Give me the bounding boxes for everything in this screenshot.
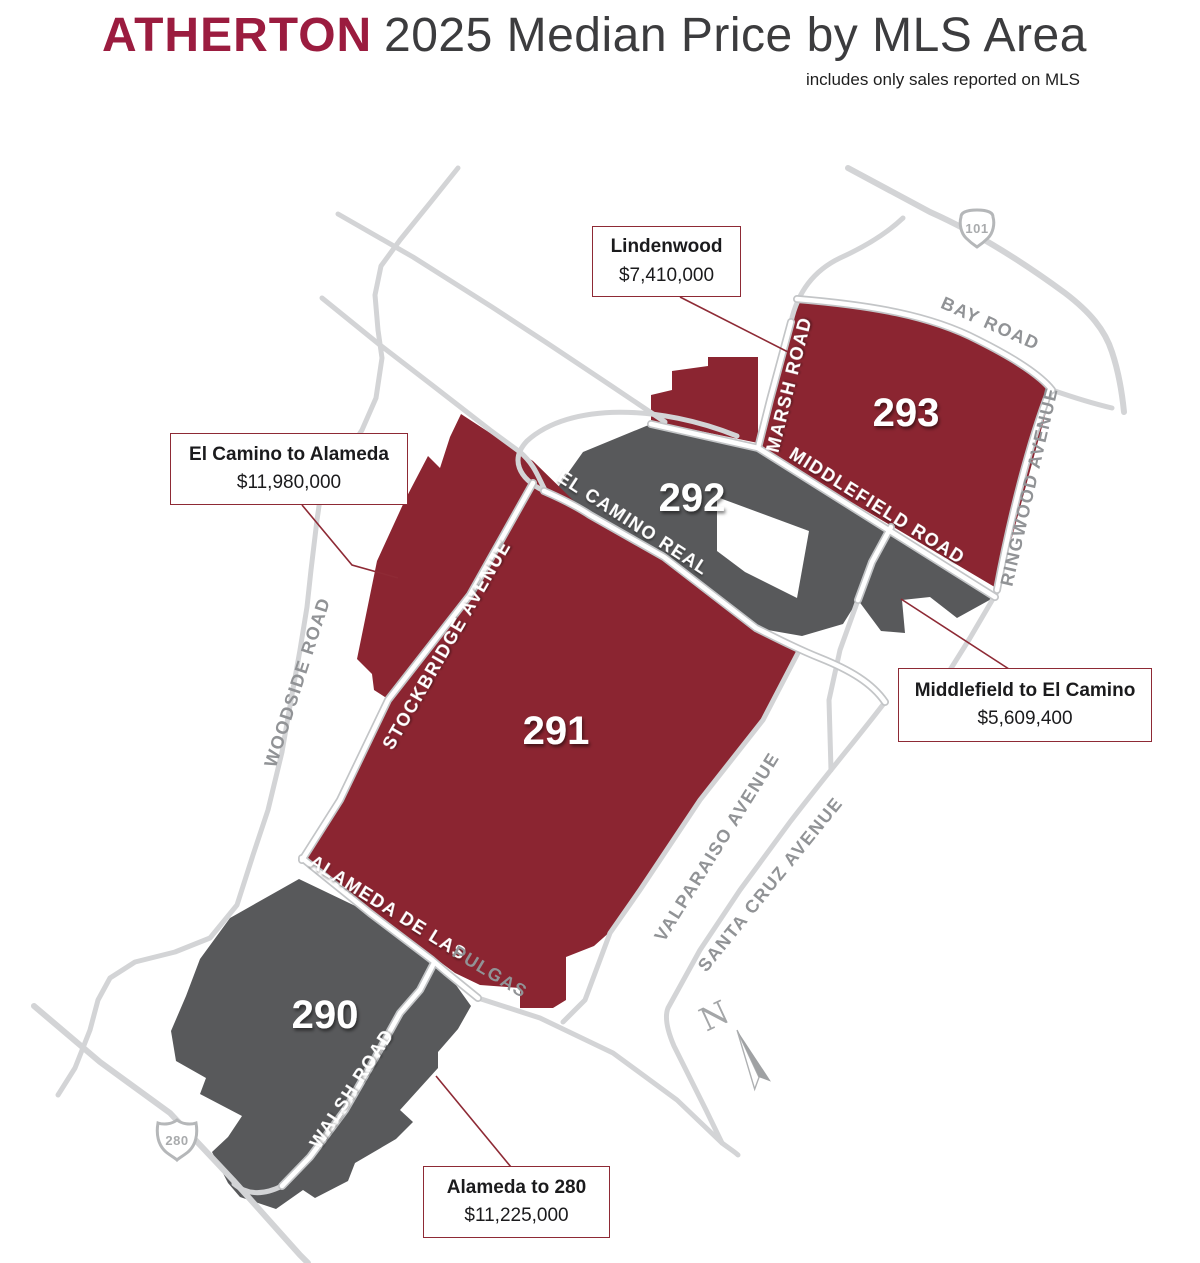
- callout-el-camino-to-alameda-name: El Camino to Alameda: [189, 443, 389, 465]
- region-292-hole: [717, 497, 809, 598]
- el-camino-connector-curve-line: [515, 409, 740, 494]
- elcamino-alameda-leader-line: [301, 504, 399, 579]
- region-291-shape: [302, 414, 800, 1008]
- callout-lindenwood: Lindenwood $7,410,000: [592, 226, 741, 297]
- us-101-shield: 101: [958, 208, 996, 249]
- region-290-shape: [171, 879, 471, 1209]
- alameda-de-las-pulgas-line: [299, 855, 481, 1001]
- callout-el-camino-to-alameda: El Camino to Alameda $11,980,000: [170, 433, 408, 505]
- callout-middlefield-to-el-camino-name: Middlefield to El Camino: [914, 679, 1136, 701]
- region-290-number: 290: [292, 993, 359, 1037]
- marsh-road-line: [755, 319, 794, 451]
- middlefield-nw-extension-line: [335, 211, 668, 425]
- interstate-shield-icon: [155, 1118, 199, 1163]
- santa-cruz-avenue-line: [663, 699, 888, 1146]
- atherton-avenue-line: [319, 295, 548, 493]
- page-subtitle: includes only sales reported on MLS: [805, 70, 1080, 89]
- compass-needle-icon: [736, 1029, 771, 1092]
- ringwood-south-line: [942, 589, 1000, 681]
- lindenwood-leader-line: [679, 296, 789, 353]
- city-name: ATHERTON: [102, 9, 373, 62]
- walsh-road-line: [279, 960, 437, 1189]
- i-280-shield-number: 280: [165, 1133, 188, 1148]
- side-street-south-line: [826, 597, 861, 773]
- region-292-number: 292: [659, 476, 726, 520]
- region-numbers: 293 292 291 290: [292, 391, 940, 1037]
- stockbridge-avenue-line: [299, 480, 536, 863]
- middlefield-road-line: [648, 421, 998, 600]
- major-roads-inner: [279, 296, 1055, 1189]
- callout-lindenwood-price: $7,410,000: [618, 264, 715, 286]
- highway-280-line: [31, 1003, 311, 1263]
- middlefield-elcamino-leader-line: [900, 598, 1013, 672]
- minor-roads: [31, 165, 1127, 1263]
- santa-cruz-avenue-label: SANTA CRUZ AVENUE: [694, 793, 847, 975]
- bay-road-east-line: [1049, 387, 1115, 411]
- callout-middlefield-to-el-camino-price: $5,609,400: [977, 708, 1073, 730]
- alameda-pulgas-se-line: [475, 995, 741, 1158]
- callout-lindenwood-name: Lindenwood: [610, 236, 723, 258]
- region-293-west-steps-shape: [651, 357, 758, 443]
- woodside-road-line: [55, 165, 461, 1098]
- side-street-line: [855, 524, 894, 603]
- callout-alameda-to-280-name: Alameda to 280: [446, 1176, 587, 1198]
- woodside-road-label: WOODSIDE ROAD: [260, 595, 334, 770]
- i-280-shield: 280: [155, 1118, 199, 1163]
- region-293-lindenwood-shape: [760, 299, 1052, 589]
- compass: N: [694, 993, 771, 1092]
- alameda-280-leader-line: [435, 1075, 512, 1168]
- us-route-shield-icon: [958, 208, 996, 249]
- mls-regions: [171, 299, 1052, 1209]
- bay-road-line: [794, 296, 1055, 393]
- ringwood-avenue-line: [994, 387, 1053, 593]
- el-camino-real-line: [541, 488, 888, 705]
- us-101-shield-number: 101: [965, 221, 988, 236]
- callout-leader-lines: [301, 296, 1013, 1168]
- callout-el-camino-to-alameda-price: $11,980,000: [236, 472, 342, 494]
- compass-north-letter: N: [694, 993, 735, 1039]
- callout-alameda-to-280-price: $11,225,000: [464, 1205, 569, 1227]
- page-title: 2025 Median Price by MLS Area: [384, 9, 1087, 62]
- valparaiso-avenue-line: [560, 646, 803, 1025]
- region-291-number: 291: [523, 709, 590, 753]
- callout-middlefield-to-el-camino: Middlefield to El Camino $5,609,400: [898, 668, 1152, 742]
- callout-alameda-to-280: Alameda to 280 $11,225,000: [423, 1166, 610, 1238]
- region-293-number: 293: [873, 391, 940, 435]
- walsh-road-stub-line: [231, 1181, 285, 1195]
